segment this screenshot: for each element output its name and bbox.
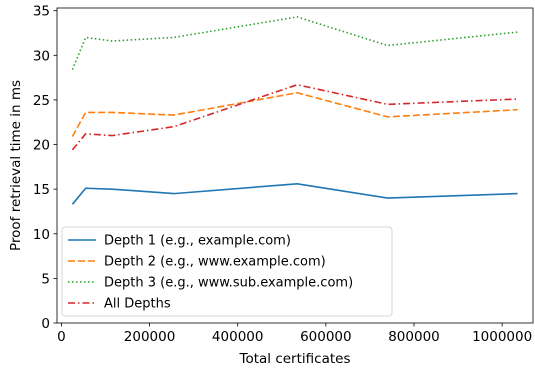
y-tick-label: 15 [33, 182, 50, 198]
series-lines [71, 16, 518, 205]
y-tick-label: 10 [33, 227, 50, 243]
legend-label-1: Depth 1 (e.g., example.com) [104, 234, 291, 249]
y-axis-label: Proof retrieval time in ms [8, 80, 24, 251]
legend-label-4: All Depths [104, 297, 171, 312]
x-tick-label: 1000000 [472, 329, 532, 345]
x-tick-label: 600000 [300, 329, 352, 345]
y-tick-label: 30 [33, 48, 50, 64]
y-tick-label: 5 [41, 271, 50, 287]
legend-label-2: Depth 2 (e.g., www.example.com) [104, 255, 326, 270]
x-axis-label: Total certificates [239, 351, 351, 367]
y-tick-label: 0 [41, 316, 50, 332]
x-axis-ticks: 0 200000 400000 600000 800000 1000000 [57, 323, 532, 345]
series-line-1 [71, 182, 518, 205]
legend-box [61, 226, 393, 317]
x-tick-label: 200000 [124, 329, 176, 345]
x-tick-label: 400000 [212, 329, 264, 345]
legend: Depth 1 (e.g., example.com) Depth 2 (e.g.… [61, 226, 393, 317]
y-axis-ticks: 0 5 10 15 20 25 30 35 [33, 4, 57, 332]
plot-area-frame [56, 7, 534, 324]
x-tick-label: 800000 [388, 329, 440, 345]
y-tick-label: 20 [33, 138, 50, 154]
legend-label-3: Depth 3 (e.g., www.sub.example.com) [104, 276, 353, 291]
series-line-4 [71, 83, 518, 151]
series-line-2 [71, 91, 518, 137]
y-tick-label: 25 [33, 93, 50, 109]
y-tick-label: 35 [33, 4, 50, 20]
x-tick-label: 0 [57, 329, 66, 345]
